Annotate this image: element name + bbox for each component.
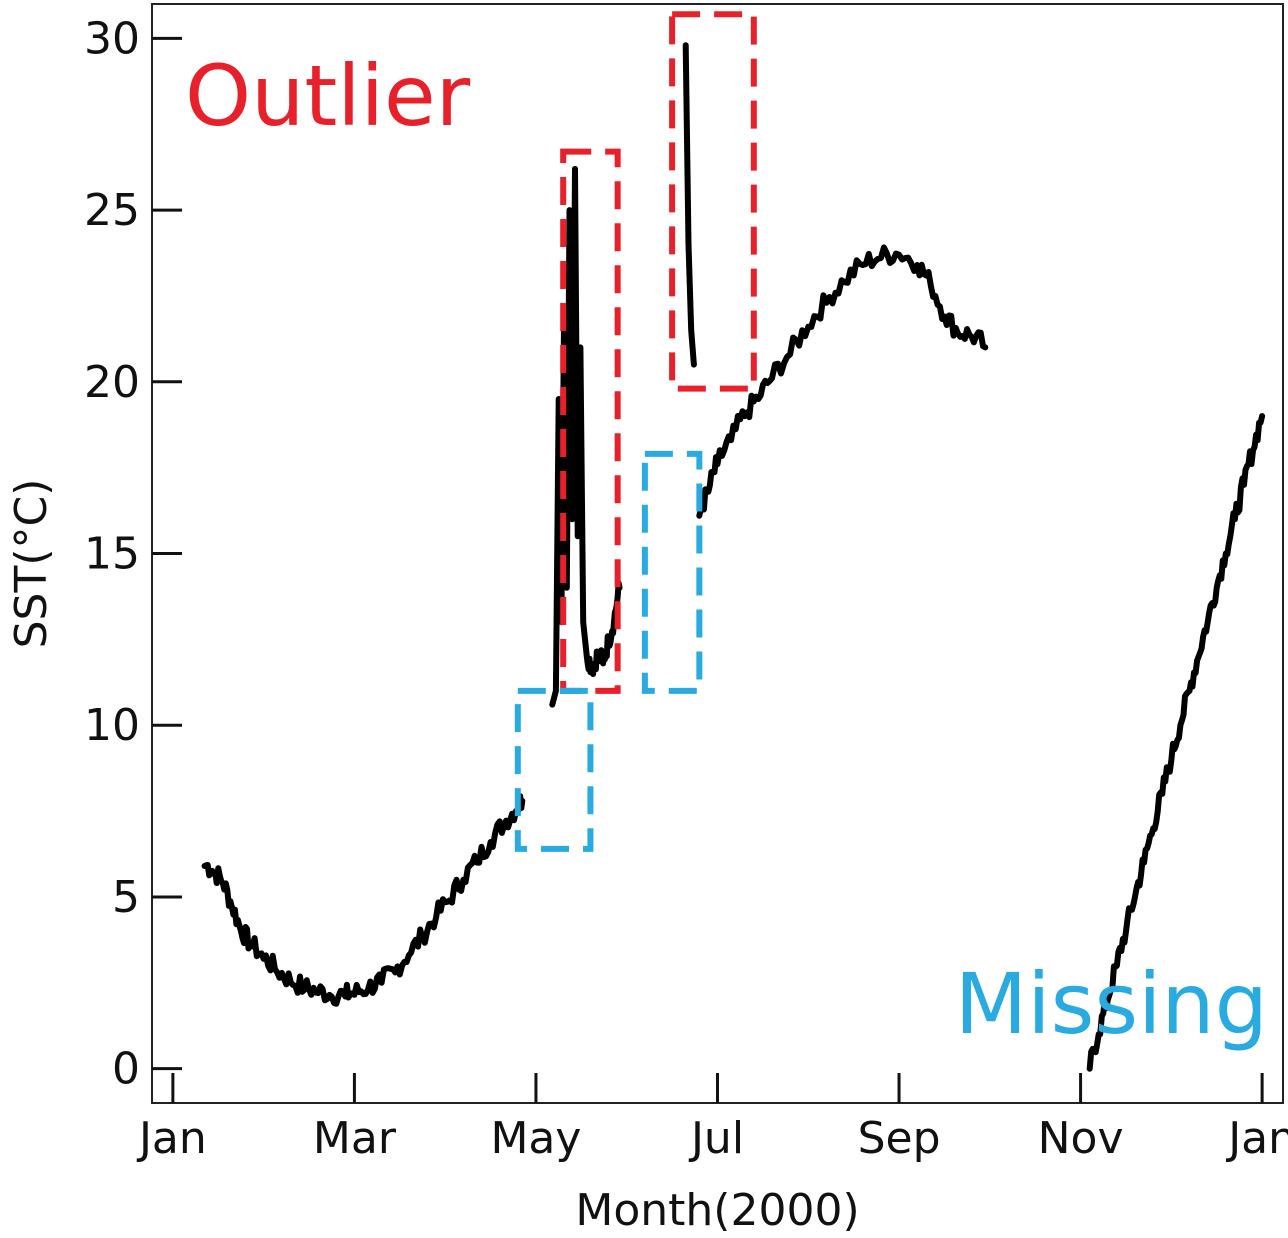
series-line-2 [549,165,623,708]
series-line-3 [682,42,697,368]
y-tick-label-0: 0 [112,1044,140,1095]
missing-box-2 [641,450,703,694]
plot-frame [151,3,1284,1104]
x-axis-title: Month(2000) [575,1185,859,1236]
x-tick-label-jul-3: Jul [688,1113,744,1164]
x-tick-label-jan-6: Jan [1225,1113,1288,1164]
missing-box-1 [514,687,594,852]
outlier-label: Outlier [185,47,471,145]
y-tick-label-10: 10 [84,700,140,751]
y-axis-title: SST(°C) [6,479,57,649]
series-line-1 [201,793,526,1007]
x-tick-label-nov-5: Nov [1038,1113,1124,1164]
y-tick-label-30: 30 [84,13,140,64]
x-tick-label-jan-0: Jan [136,1113,207,1164]
y-tick-label-20: 20 [84,357,140,408]
series-line-5 [1086,413,1266,1072]
x-tick-label-mar-1: Mar [313,1113,397,1164]
y-tick-label-25: 25 [84,185,140,236]
x-tick-label-sep-4: Sep [858,1113,941,1164]
series-line-4 [696,244,989,519]
missing-label: Missing [955,955,1268,1053]
y-tick-label-15: 15 [84,529,140,580]
y-tick-label-5: 5 [112,872,140,923]
outlier-box-2 [669,11,757,392]
x-tick-label-may-2: May [490,1113,581,1164]
outlier-box-1 [560,148,621,694]
